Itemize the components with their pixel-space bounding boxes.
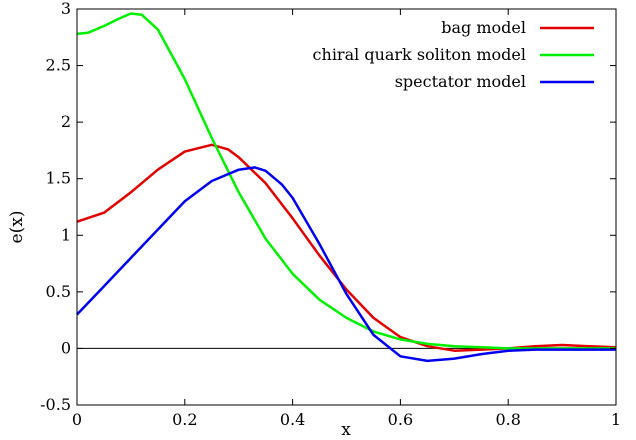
legend-label: spectator model xyxy=(395,72,526,91)
plot-area xyxy=(76,8,617,406)
y-tick-label: 2 xyxy=(61,112,71,131)
series-line-spectator-model xyxy=(76,166,616,363)
y-tick-label: 0 xyxy=(61,338,71,357)
plot-frame xyxy=(76,8,617,406)
y-axis-title: e(x) xyxy=(7,211,27,244)
y-tick-label: -0.5 xyxy=(40,395,71,414)
y-axis: -0.5 0 0.5 1 1.5 2 2.5 3 xyxy=(40,0,616,414)
x-tick-label: 0.8 xyxy=(495,410,520,429)
series-line-chiral-quark-soliton-model xyxy=(76,12,616,350)
y-tick-label: 1 xyxy=(61,225,71,244)
series-line-bag-model xyxy=(76,143,617,352)
legend-label: chiral quark soliton model xyxy=(313,45,526,64)
y-tick-label: 1.5 xyxy=(46,169,71,188)
y-tick-label: 3 xyxy=(61,0,71,18)
x-tick-label: 0.6 xyxy=(388,410,413,429)
x-tick-label: 0.2 xyxy=(172,410,197,429)
x-tick-label: 1 xyxy=(611,410,621,429)
x-axis: 0 0.2 0.4 0.6 0.8 1 xyxy=(72,9,621,429)
legend: bag model chiral quark soliton model spect… xyxy=(313,18,594,91)
x-tick-label: 0.4 xyxy=(280,410,305,429)
x-tick-label: 0 xyxy=(72,410,82,429)
series-layer xyxy=(76,12,617,363)
x-axis-title: x xyxy=(341,420,351,440)
y-tick-label: 0.5 xyxy=(46,282,71,301)
legend-label: bag model xyxy=(441,18,526,37)
y-tick-label: 2.5 xyxy=(46,56,71,75)
